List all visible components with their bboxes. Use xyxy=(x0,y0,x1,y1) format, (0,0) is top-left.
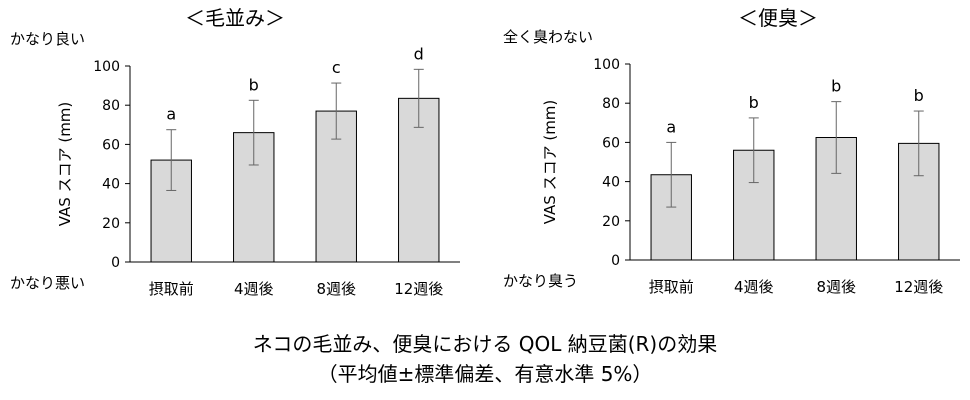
y-tick-label: 60 xyxy=(102,137,120,153)
chart-panel-coat: VAS スコア (mm) 0 20 40 60 80 100 a 摂取前 b 4週後 c 8週後 d 12週… xyxy=(0,0,485,320)
y-tick-label: 40 xyxy=(102,177,120,193)
y-tick-label: 0 xyxy=(611,253,620,269)
significance-letter: a xyxy=(666,117,676,136)
x-tick-label: 8週後 xyxy=(816,278,856,296)
y-axis-label: VAS スコア (mm) xyxy=(56,102,74,227)
x-tick-label: 4週後 xyxy=(234,280,274,298)
significance-letter: a xyxy=(166,105,176,124)
coat-bar-chart: VAS スコア (mm) 0 20 40 60 80 100 a 摂取前 b 4週後 c 8週後 d 12週… xyxy=(56,44,460,298)
significance-letter: d xyxy=(414,44,424,63)
significance-letter: b xyxy=(749,93,759,112)
chart-title-coat: ＜毛並み＞ xyxy=(185,6,285,30)
scale-top-label-coat: かなり良い xyxy=(10,30,86,48)
significance-letter: b xyxy=(249,75,259,94)
x-tick-label: 8週後 xyxy=(316,280,356,298)
x-tick-label: 摂取前 xyxy=(149,280,194,298)
scale-bottom-label-coat: かなり悪い xyxy=(10,274,86,292)
x-tick-label: 12週後 xyxy=(394,280,443,298)
figure-caption: ネコの毛並み、便臭における QOL 納豆菌(R)の効果 xyxy=(252,332,718,356)
scale-top-label-odor: 全く臭わない xyxy=(503,28,594,46)
chart-panel-odor: VAS スコア (mm) 0 20 40 60 80 100 a 摂取前 b 4週後 b 8週後 b 12週… xyxy=(485,0,970,320)
y-tick-label: 0 xyxy=(111,255,120,271)
significance-letter: b xyxy=(831,77,841,96)
y-tick-label: 20 xyxy=(602,214,620,230)
y-tick-label: 100 xyxy=(93,59,120,75)
y-tick-label: 100 xyxy=(593,57,620,73)
y-tick-label: 80 xyxy=(602,96,620,112)
significance-letter: c xyxy=(332,58,341,77)
y-tick-label: 80 xyxy=(102,98,120,114)
figure-caption-note: （平均値±標準偏差、有意水準 5%） xyxy=(317,362,653,386)
y-tick-label: 60 xyxy=(602,135,620,151)
chart-title-odor: ＜便臭＞ xyxy=(738,6,818,30)
y-tick-label: 40 xyxy=(602,175,620,191)
x-tick-label: 摂取前 xyxy=(649,278,694,296)
significance-letter: b xyxy=(914,86,924,105)
y-tick-label: 20 xyxy=(102,216,120,232)
y-axis-label: VAS スコア (mm) xyxy=(541,100,559,225)
x-tick-label: 12週後 xyxy=(894,278,943,296)
x-tick-label: 4週後 xyxy=(734,278,774,296)
scale-bottom-label-odor: かなり臭う xyxy=(503,272,579,290)
odor-bar-chart: VAS スコア (mm) 0 20 40 60 80 100 a 摂取前 b 4週後 b 8週後 b 12週… xyxy=(541,57,960,296)
